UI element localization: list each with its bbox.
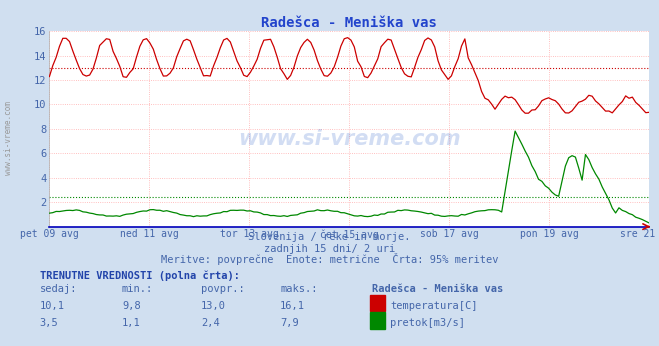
Text: 2,4: 2,4 — [201, 318, 219, 328]
Text: www.si-vreme.com: www.si-vreme.com — [4, 101, 13, 175]
Text: 13,0: 13,0 — [201, 301, 226, 311]
Text: www.si-vreme.com: www.si-vreme.com — [238, 129, 461, 149]
Text: 16,1: 16,1 — [280, 301, 305, 311]
Text: Radešca - Meniška vas: Radešca - Meniška vas — [372, 284, 503, 294]
Text: sedaj:: sedaj: — [40, 284, 77, 294]
Text: zadnjih 15 dni/ 2 uri: zadnjih 15 dni/ 2 uri — [264, 244, 395, 254]
Text: 10,1: 10,1 — [40, 301, 65, 311]
Text: pretok[m3/s]: pretok[m3/s] — [390, 318, 465, 328]
Text: Slovenija / reke in morje.: Slovenija / reke in morje. — [248, 233, 411, 243]
Text: 7,9: 7,9 — [280, 318, 299, 328]
Text: Meritve: povprečne  Enote: metrične  Črta: 95% meritev: Meritve: povprečne Enote: metrične Črta:… — [161, 253, 498, 265]
Text: 3,5: 3,5 — [40, 318, 58, 328]
Text: min.:: min.: — [122, 284, 153, 294]
Text: povpr.:: povpr.: — [201, 284, 244, 294]
Title: Radešca - Meniška vas: Radešca - Meniška vas — [262, 16, 437, 30]
Text: TRENUTNE VREDNOSTI (polna črta):: TRENUTNE VREDNOSTI (polna črta): — [40, 270, 239, 281]
Text: 1,1: 1,1 — [122, 318, 140, 328]
Text: temperatura[C]: temperatura[C] — [390, 301, 478, 311]
Text: 9,8: 9,8 — [122, 301, 140, 311]
Text: maks.:: maks.: — [280, 284, 318, 294]
